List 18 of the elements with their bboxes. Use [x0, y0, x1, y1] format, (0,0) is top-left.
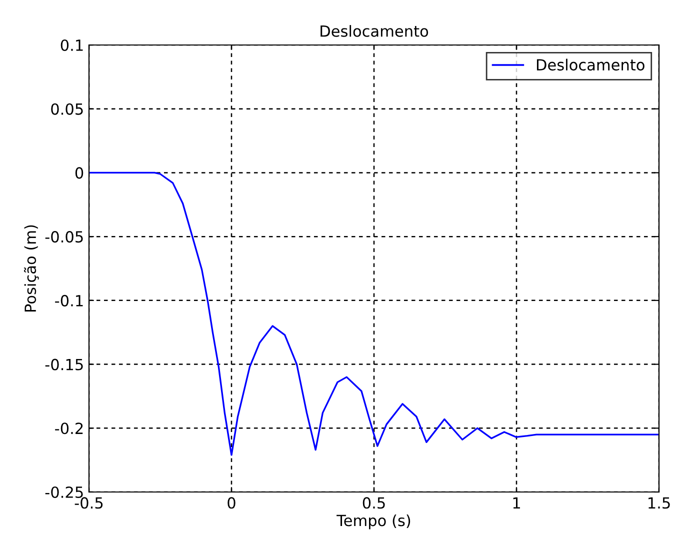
x-tick-label: 0: [228, 497, 236, 509]
y-tick-label: 0.1: [60, 39, 83, 52]
legend-label: Deslocamento: [536, 58, 644, 71]
y-tick-label: 0: [75, 167, 84, 179]
y-tick-label: 0.05: [51, 103, 83, 115]
y-tick-label: -0.05: [45, 231, 83, 243]
y-tick-label: -0.25: [45, 486, 83, 498]
y-tick-label: -0.2: [55, 422, 83, 434]
x-axis-title: Tempo (s): [336, 514, 410, 530]
x-tick-label: 1: [513, 497, 520, 508]
line-series: [89, 172, 659, 456]
y-tick-label: -0.1: [55, 294, 83, 306]
x-tick-label: 0.5: [362, 497, 385, 509]
y-tick-label: -0.15: [45, 358, 83, 370]
x-tick-label: 1.5: [648, 497, 670, 509]
chart-title: Deslocamento: [320, 25, 428, 37]
x-tick-label: -0.5: [74, 497, 103, 509]
y-axis-title: Posição (m): [24, 225, 39, 312]
